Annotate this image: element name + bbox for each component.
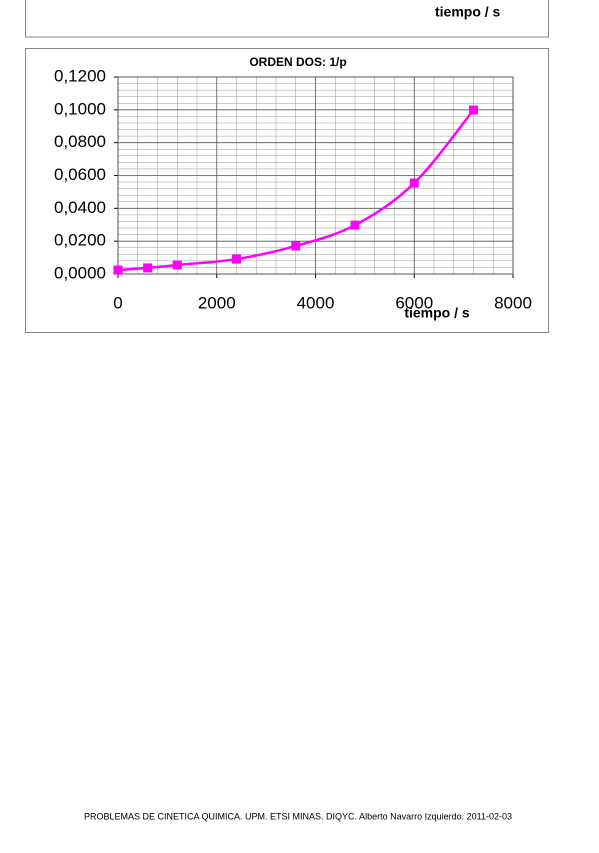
y-tick-label: 0,0800 [54,132,106,151]
x-tick-label: 8000 [494,293,532,312]
marker [409,178,419,188]
marker [143,263,153,273]
x-tick-label: 2000 [198,293,236,312]
y-tick-label: 0,0400 [54,198,106,217]
y-tick-label: 0,0600 [54,165,106,184]
prev-x-label: tiempo / s [435,4,501,20]
x-axis-label: tiempo / s [404,305,470,321]
marker [232,254,241,264]
prev-chart-frame [25,0,549,38]
plot-border [117,76,514,275]
marker [350,220,360,230]
y-tick-label: 0,0000 [54,263,106,282]
marker [291,241,301,251]
chart: 0,0000 0,0200 0,0400 0,0600 0,0800 0,1000 0,12… [54,55,532,321]
x-tick-label: 4000 [297,293,335,312]
y-tick-label: 0,1000 [54,99,106,118]
y-tick-label: 0,0200 [54,231,106,250]
chart-title: ORDEN DOS: 1/p [249,55,346,69]
footer: PROBLEMAS DE CINETICA QUIMICA. UPM. ETSI… [84,811,512,821]
x-tick-label: 6000 [395,293,433,312]
marker [172,260,182,270]
x-tick-label: 0 [113,293,122,312]
y-tick-label: 0,1200 [54,66,106,85]
marker [113,265,123,275]
marker [469,105,478,115]
